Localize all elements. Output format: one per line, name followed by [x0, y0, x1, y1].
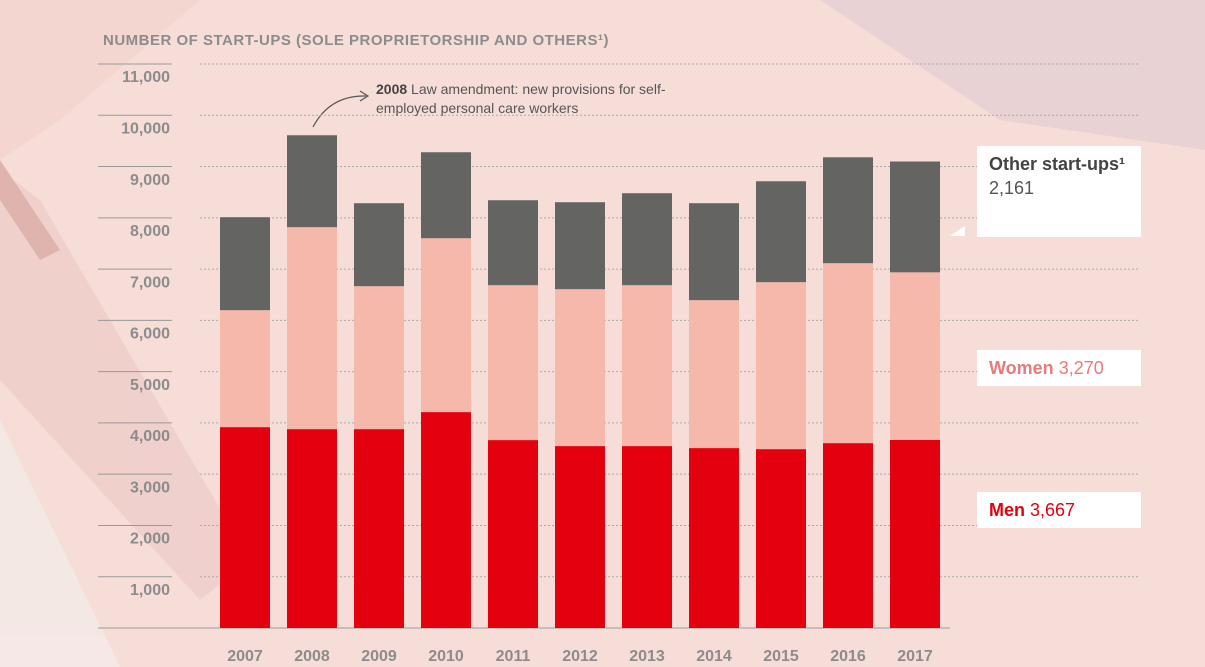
y-tick-label: 7,000: [130, 274, 170, 291]
y-tick-label: 1,000: [130, 582, 170, 599]
y-tick-label: 2,000: [130, 531, 170, 548]
bar-segment: [689, 300, 739, 448]
bar-segment: [622, 285, 672, 446]
y-tick-label: 11,000: [122, 69, 170, 86]
annotation-text: Law amendment: new provisions for self-e…: [376, 81, 666, 116]
bar-segment: [488, 440, 538, 628]
legend-label: Other start-ups¹: [989, 154, 1125, 174]
bar-segment: [823, 157, 873, 263]
bar-segment: [287, 135, 337, 227]
bar-segment: [622, 193, 672, 285]
annotation-arrow: [313, 96, 366, 127]
y-tick-label: 9,000: [130, 172, 170, 189]
bar-segment: [354, 286, 404, 429]
bar-segment: [354, 429, 404, 628]
x-tick-label: 2011: [496, 648, 531, 665]
bar-segment: [756, 282, 806, 449]
bar-segment: [220, 217, 270, 310]
bar-segment: [421, 152, 471, 238]
bar-segment: [823, 443, 873, 628]
bar-segment: [890, 272, 940, 440]
bar-segment: [421, 412, 471, 628]
bar-segment: [756, 181, 806, 282]
x-tick-label: 2007: [227, 648, 263, 665]
bar-segment: [756, 449, 806, 628]
x-tick-label: 2010: [428, 648, 464, 665]
bar-segment: [890, 440, 940, 628]
bar-segment: [287, 227, 337, 429]
bar-segment: [488, 285, 538, 440]
bar-segment: [421, 238, 471, 412]
legend-label: Women: [989, 358, 1054, 378]
value-label: 2,161: [989, 178, 1034, 198]
value-label: 3,270: [1059, 358, 1104, 378]
bar-segment: [689, 448, 739, 628]
x-tick-label: 2014: [696, 648, 732, 665]
x-tick-label: 2017: [897, 648, 933, 665]
y-tick-label: 8,000: [130, 223, 170, 240]
y-tick-label: 5,000: [130, 377, 170, 394]
y-tick-label: 6,000: [130, 326, 170, 343]
x-tick-label: 2015: [763, 648, 799, 665]
x-tick-label: 2013: [629, 648, 665, 665]
bar-segment: [287, 429, 337, 628]
bar-segment: [689, 203, 739, 300]
annotation-year: 2008: [376, 81, 407, 97]
annotation: 2008 Law amendment: new provisions for s…: [376, 80, 686, 118]
bar-segment: [622, 446, 672, 628]
x-tick-label: 2016: [830, 648, 866, 665]
legend-callout: Other start-ups¹ 2,161: [977, 146, 1141, 237]
y-tick-label: 3,000: [130, 479, 170, 496]
x-tick-label: 2009: [361, 648, 397, 665]
x-tick-label: 2008: [294, 648, 330, 665]
bar-segment: [555, 202, 605, 289]
bar-segment: [823, 263, 873, 443]
bar-segment: [354, 203, 404, 286]
page: NUMBER OF START-UPS (SOLE PROPRIETORSHIP…: [0, 0, 1205, 667]
bar-segment: [488, 200, 538, 285]
value-label: 3,667: [1030, 500, 1075, 520]
legend-label: Men: [989, 500, 1025, 520]
x-tick-label: 2012: [562, 648, 598, 665]
y-tick-label: 4,000: [130, 428, 170, 445]
bar-segment: [220, 310, 270, 427]
bar-segment: [890, 162, 940, 273]
bar-segment: [555, 289, 605, 446]
y-tick-label: 10,000: [121, 120, 170, 137]
callout-pointer: [950, 226, 965, 236]
legend-callout: Men 3,667: [977, 492, 1141, 528]
chart-title: NUMBER OF START-UPS (SOLE PROPRIETORSHIP…: [103, 32, 609, 49]
legend-callout: Women 3,270: [977, 350, 1141, 386]
bar-segment: [555, 446, 605, 628]
bar-segment: [220, 427, 270, 628]
